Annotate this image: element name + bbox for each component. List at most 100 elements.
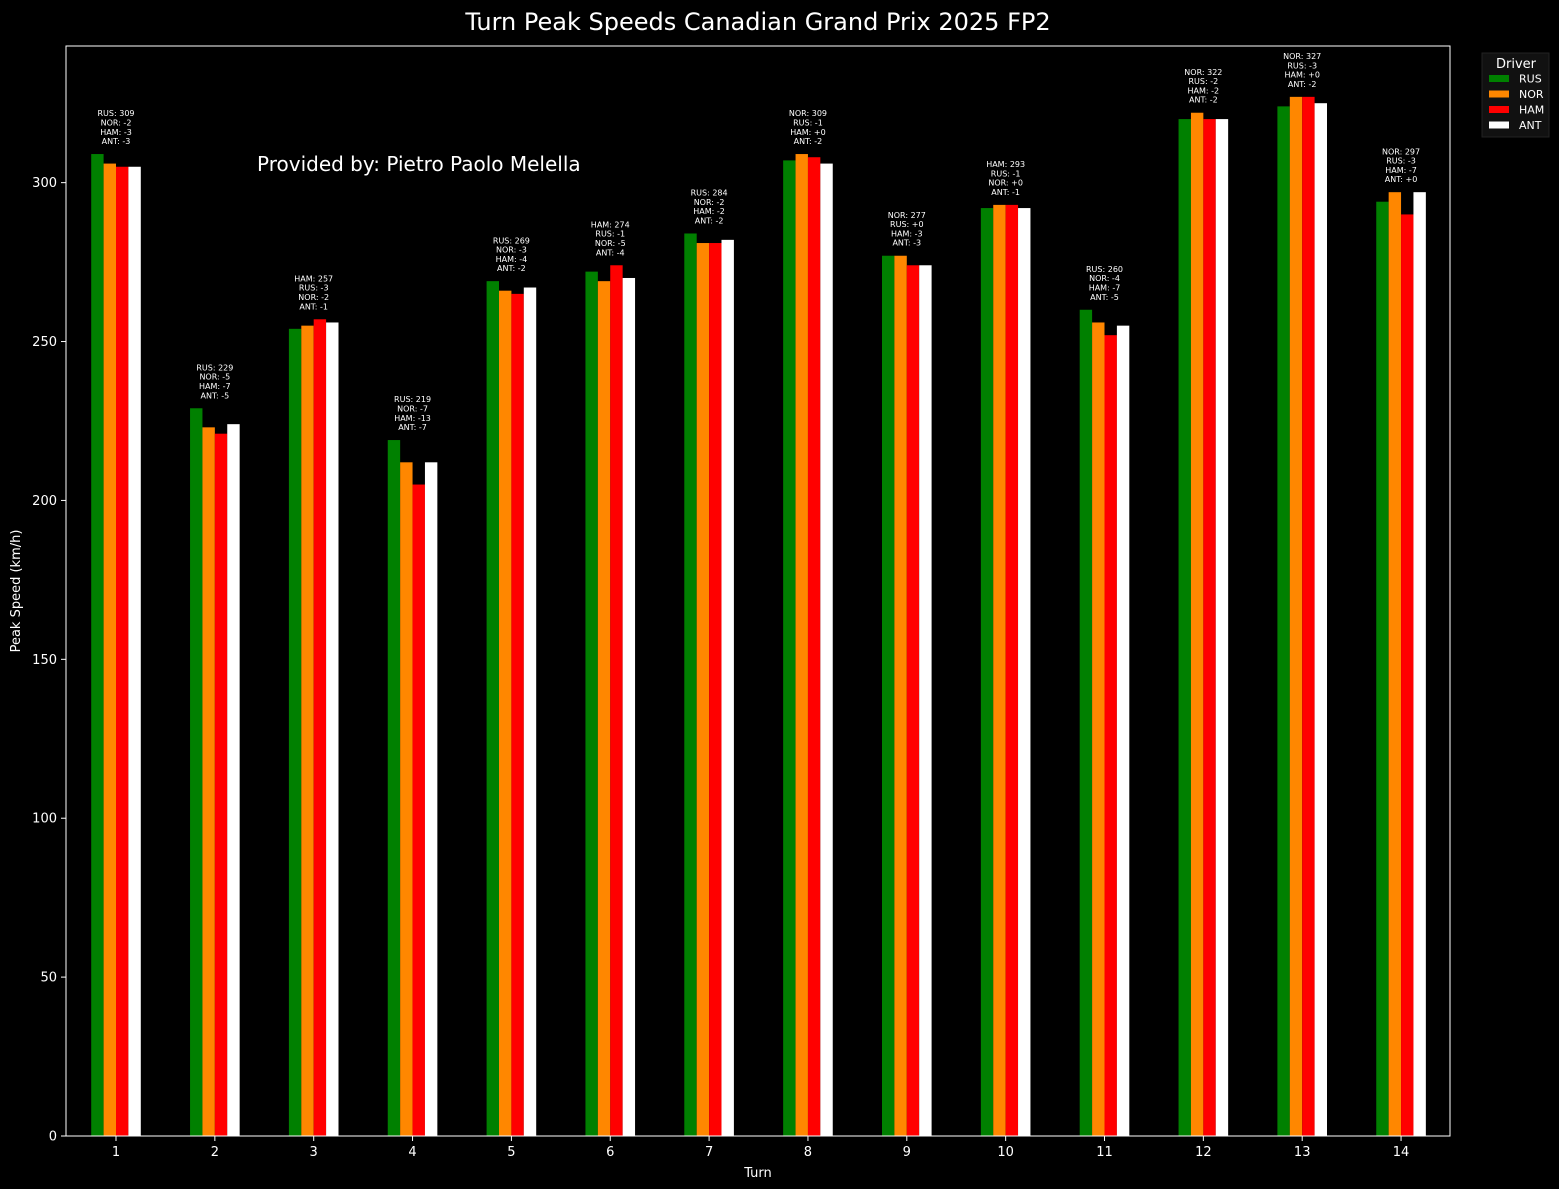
annotation-turn-5-line-2: NOR: -3 bbox=[496, 246, 527, 255]
credit-text: Provided by: Pietro Paolo Melella bbox=[257, 152, 581, 176]
bar-ant-turn-14 bbox=[1413, 192, 1426, 1136]
bar-rus-turn-7 bbox=[684, 233, 697, 1137]
bar-ant-turn-10 bbox=[1018, 208, 1031, 1136]
annotation-turn-13-line-4: ANT: -2 bbox=[1288, 80, 1317, 89]
annotation-turn-11-line-4: ANT: -5 bbox=[1090, 293, 1119, 302]
x-tick-label-9: 9 bbox=[903, 1145, 911, 1160]
annotation-turn-5-line-3: HAM: -4 bbox=[496, 255, 528, 264]
annotation-turn-5-line-1: RUS: 269 bbox=[493, 236, 530, 245]
x-tick-label-1: 1 bbox=[112, 1145, 120, 1160]
annotation-turn-6-line-1: HAM: 274 bbox=[591, 220, 630, 229]
annotation-turn-2-line-4: ANT: -5 bbox=[201, 391, 230, 400]
legend-label-rus: RUS bbox=[1519, 73, 1542, 86]
bar-ant-turn-9 bbox=[919, 265, 932, 1136]
legend: Driver RUS NOR HAM ANT bbox=[1481, 52, 1550, 138]
annotation-turn-4-line-4: ANT: -7 bbox=[398, 423, 427, 432]
annotation-turn-14-line-2: RUS: -3 bbox=[1386, 157, 1416, 166]
x-tick-label-13: 13 bbox=[1294, 1145, 1311, 1160]
plot-frame bbox=[65, 45, 1451, 1137]
bar-rus-turn-3 bbox=[288, 328, 302, 1137]
bar-ham-turn-9 bbox=[906, 265, 920, 1136]
annotation-turn-1-line-4: ANT: -3 bbox=[102, 137, 131, 146]
bar-ham-turn-4 bbox=[412, 484, 425, 1136]
bar-rus-turn-5 bbox=[486, 281, 499, 1136]
bar-ham-turn-3 bbox=[313, 319, 327, 1136]
bar-rus-turn-13 bbox=[1277, 106, 1290, 1136]
bar-nor-turn-3 bbox=[301, 325, 314, 1136]
annotation-turn-13-line-2: RUS: -3 bbox=[1287, 61, 1317, 70]
bar-ant-turn-4 bbox=[424, 462, 438, 1136]
y-tick-label-0: 0 bbox=[49, 1130, 57, 1145]
bar-ant-turn-3 bbox=[326, 322, 339, 1137]
annotation-turn-1-line-2: NOR: -2 bbox=[101, 118, 132, 127]
bar-nor-turn-10 bbox=[993, 204, 1006, 1136]
annotation-turn-10-line-1: HAM: 293 bbox=[986, 160, 1025, 169]
bar-ham-turn-10 bbox=[1005, 204, 1019, 1136]
bar-nor-turn-2 bbox=[202, 427, 215, 1137]
y-tick-label-100: 100 bbox=[32, 812, 57, 827]
bar-ant-turn-2 bbox=[227, 424, 240, 1136]
bar-nor-turn-1 bbox=[103, 163, 116, 1136]
legend-items: RUS NOR HAM ANT bbox=[1489, 73, 1544, 132]
bar-rus-turn-6 bbox=[585, 271, 598, 1136]
bar-ham-turn-7 bbox=[709, 243, 722, 1136]
bar-ham-turn-13 bbox=[1302, 96, 1315, 1137]
bar-nor-turn-7 bbox=[696, 243, 710, 1136]
annotation-turn-10-line-4: ANT: -1 bbox=[991, 188, 1020, 197]
annotation-turn-8-line-1: NOR: 309 bbox=[789, 109, 827, 118]
bar-rus-turn-1 bbox=[91, 154, 104, 1137]
y-tick-label-300: 300 bbox=[32, 176, 57, 191]
annotation-turn-12-line-4: ANT: -2 bbox=[1189, 96, 1218, 105]
annotation-turn-14-line-4: ANT: +0 bbox=[1385, 175, 1418, 184]
annotation-turn-3-line-2: RUS: -3 bbox=[299, 284, 329, 293]
bar-nor-turn-13 bbox=[1289, 96, 1303, 1137]
chart-title: Turn Peak Speeds Canadian Grand Prix 202… bbox=[464, 8, 1050, 36]
bar-nor-turn-8 bbox=[795, 154, 808, 1137]
x-tick-label-4: 4 bbox=[408, 1145, 416, 1160]
annotation-turn-10-line-2: RUS: -1 bbox=[991, 169, 1021, 178]
y-axis: 0 50 100 150 200 250 300 bbox=[32, 176, 66, 1145]
annotation-turn-13-line-1: NOR: 327 bbox=[1283, 52, 1321, 61]
annotation-turn-11-line-2: NOR: -4 bbox=[1089, 274, 1120, 283]
legend-label-ant: ANT bbox=[1519, 119, 1542, 132]
x-tick-label-3: 3 bbox=[310, 1145, 318, 1160]
bar-rus-turn-4 bbox=[387, 440, 401, 1136]
x-axis-label: Turn bbox=[743, 1166, 772, 1181]
x-tick-label-6: 6 bbox=[606, 1145, 614, 1160]
legend-label-nor: NOR bbox=[1519, 88, 1544, 101]
bar-rus-turn-11 bbox=[1079, 309, 1093, 1136]
bar-ham-turn-12 bbox=[1203, 119, 1216, 1137]
annotation-turn-9-line-4: ANT: -3 bbox=[892, 239, 921, 248]
y-tick-label-200: 200 bbox=[32, 494, 57, 509]
x-tick-label-8: 8 bbox=[804, 1145, 812, 1160]
annotation-turn-12-line-3: HAM: -2 bbox=[1188, 86, 1220, 95]
bar-ham-turn-14 bbox=[1401, 214, 1414, 1136]
annotation-turn-12-line-1: NOR: 322 bbox=[1184, 68, 1222, 77]
annotation-turn-14-line-3: HAM: -7 bbox=[1385, 166, 1417, 175]
x-tick-label-5: 5 bbox=[507, 1145, 515, 1160]
bar-ham-turn-8 bbox=[807, 157, 821, 1137]
legend-label-ham: HAM bbox=[1519, 104, 1544, 117]
legend-title: Driver bbox=[1496, 57, 1537, 72]
x-tick-label-2: 2 bbox=[211, 1145, 219, 1160]
annotation-turn-2-line-3: HAM: -7 bbox=[199, 382, 231, 391]
annotation-turn-7-line-2: NOR: -2 bbox=[694, 198, 725, 207]
annotation-turn-4-line-2: NOR: -7 bbox=[397, 404, 428, 413]
bar-ham-turn-11 bbox=[1104, 335, 1117, 1136]
annotation-turn-9-line-3: HAM: -3 bbox=[891, 229, 923, 238]
annotation-turn-11-line-3: HAM: -7 bbox=[1089, 283, 1121, 292]
legend-swatch-rus bbox=[1489, 75, 1509, 82]
bar-ant-turn-6 bbox=[622, 277, 636, 1137]
y-tick-label-50: 50 bbox=[40, 971, 57, 986]
y-axis-label: Peak Speed (km/h) bbox=[9, 530, 24, 653]
bar-rus-turn-9 bbox=[882, 255, 895, 1137]
bar-ant-turn-8 bbox=[820, 163, 833, 1136]
bar-ant-turn-7 bbox=[721, 239, 734, 1137]
x-tick-label-10: 10 bbox=[997, 1145, 1014, 1160]
annotation-turn-4-line-3: HAM: -13 bbox=[394, 414, 431, 423]
bar-rus-turn-2 bbox=[190, 408, 203, 1136]
bar-ant-turn-1 bbox=[128, 166, 141, 1136]
bar-ham-turn-1 bbox=[116, 166, 129, 1136]
